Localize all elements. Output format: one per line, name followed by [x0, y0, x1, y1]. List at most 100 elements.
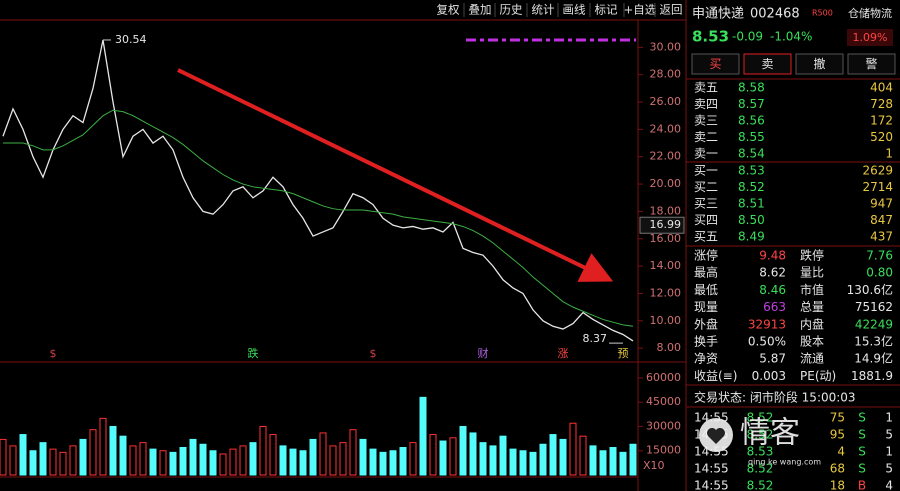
stat-value: 14.9亿: [854, 351, 893, 366]
toolbar-button[interactable]: 复权: [437, 3, 460, 17]
sector-name: 仓储物流: [848, 6, 892, 20]
volume-bar: [619, 451, 627, 476]
trade-button-frame[interactable]: [743, 53, 792, 75]
axis-marker-box: [639, 216, 685, 234]
axis-marker-label: 16.99: [650, 218, 682, 231]
volume-bar: [29, 450, 37, 476]
volume-bar: [389, 450, 397, 476]
watermark-sub: qing ke wang.com: [748, 458, 821, 467]
volume-bar: [119, 435, 127, 476]
book-price: 8.51: [738, 197, 765, 211]
toolbar-button[interactable]: 统计: [532, 3, 555, 17]
stat-label: PE(动): [800, 369, 836, 383]
volume-bar: [519, 450, 527, 476]
toolbar-button[interactable]: 标记: [595, 3, 618, 17]
trade-side: S: [858, 445, 866, 459]
trade-side: S: [858, 428, 866, 442]
volume-bar: [419, 396, 427, 476]
book-volume: 520: [870, 130, 893, 144]
book-volume: 2714: [862, 180, 893, 194]
trade-volume: 4: [837, 445, 845, 459]
volume-bar: [109, 425, 117, 476]
volume-bar: [499, 435, 507, 476]
volume-bar: [539, 443, 547, 476]
volume-bar: [169, 451, 177, 476]
book-volume: 2629: [862, 164, 893, 178]
volume-bar: [379, 451, 387, 476]
watermark-heart: [707, 427, 725, 444]
book-volume: 947: [870, 197, 893, 211]
y-tick-label: 30.00: [650, 40, 682, 53]
stat-label: 最低: [694, 283, 718, 297]
volume-bar: [509, 448, 517, 476]
toolbar-button[interactable]: 叠加: [469, 3, 492, 17]
book-price: 8.50: [738, 213, 765, 227]
chart-layer: 复权 叠加 历史 统计 画线 标记 +自选 返回 8.00 10.00 12.00 14.00 16.0…: [0, 3, 685, 476]
stat-value: 75162: [855, 300, 893, 314]
toolbar-button[interactable]: 返回: [660, 3, 683, 17]
volume-bar: [179, 447, 187, 476]
volume-bar: [59, 451, 67, 476]
trade-status: 交易状态: 闭市阶段 15:00:03: [694, 390, 856, 405]
trade-button: 买: [709, 57, 721, 71]
y-tick-label: 14.00: [650, 259, 682, 272]
stat-label: 涨停: [694, 248, 718, 263]
volume-bar: [249, 442, 257, 476]
volume-bar: [409, 442, 417, 476]
stat-value: 15.3亿: [854, 334, 893, 349]
trade-count: 1: [885, 411, 893, 425]
volume-bar: [339, 442, 347, 476]
stat-label: 市值: [800, 282, 824, 297]
trade-button-frame[interactable]: [691, 53, 740, 75]
trade-time: 14:55: [694, 479, 729, 491]
book-volume: 847: [870, 213, 893, 227]
toolbar-button[interactable]: +自选: [624, 3, 657, 17]
volume-bar: [349, 429, 357, 476]
stat-value: 42249: [855, 317, 893, 331]
toolbar-button[interactable]: 画线: [563, 3, 586, 17]
stat-value: 663: [763, 300, 786, 314]
y-tick-label: 12.00: [650, 286, 682, 299]
volume-bar: [429, 434, 437, 476]
volume-bar: [239, 445, 247, 476]
trade-side: B: [858, 479, 866, 491]
book-price: 8.52: [738, 180, 765, 194]
stat-label: 收益(≡): [694, 369, 737, 383]
volume-bar: [449, 437, 457, 476]
stat-value: 1881.9: [851, 369, 893, 383]
volume-bar: [79, 438, 87, 476]
stock-name: 申通快递: [692, 7, 744, 22]
book-price: 8.55: [738, 130, 765, 144]
volume-bar: [309, 438, 317, 476]
y-tick-label: 28.00: [650, 68, 682, 81]
volume-bar: [329, 445, 337, 476]
stat-value: 0.003: [752, 369, 786, 383]
stat-label: 总量: [800, 300, 824, 314]
book-label: 卖四: [694, 97, 718, 111]
volume-bar: [299, 450, 307, 476]
volume-bar: [39, 442, 47, 476]
book-label: 卖二: [694, 130, 718, 144]
volume-bar: [369, 448, 377, 476]
stat-value: 32913: [748, 317, 786, 331]
quote-panel: 申通快递 002468 R500 仓储物流8.53 -0.09 -1.04% 1.09%买卖…: [686, 6, 900, 491]
y-tick-label: 22.00: [650, 150, 682, 163]
stat-value: 7.76: [866, 249, 893, 263]
toolbar-button[interactable]: 历史: [500, 3, 523, 17]
last-price: 8.53: [692, 28, 729, 46]
trade-button-frame[interactable]: [847, 53, 896, 75]
volume-bar: [479, 442, 487, 476]
book-volume: 1: [885, 147, 893, 161]
y-tick-label: 8.00: [657, 341, 682, 354]
trade-price: 8.52: [747, 479, 774, 491]
price-change: -0.09: [732, 30, 763, 44]
y-tick-label: 18.00: [650, 204, 682, 217]
trade-button-frame[interactable]: [795, 53, 844, 75]
y-tick-label: 60000: [646, 371, 681, 384]
trade-button: 撤: [813, 56, 825, 71]
volume-bar: [199, 443, 207, 476]
stock-badge: R500: [812, 9, 833, 18]
trade-volume: 75: [830, 411, 845, 425]
y-tick-label: 15000: [646, 444, 681, 457]
